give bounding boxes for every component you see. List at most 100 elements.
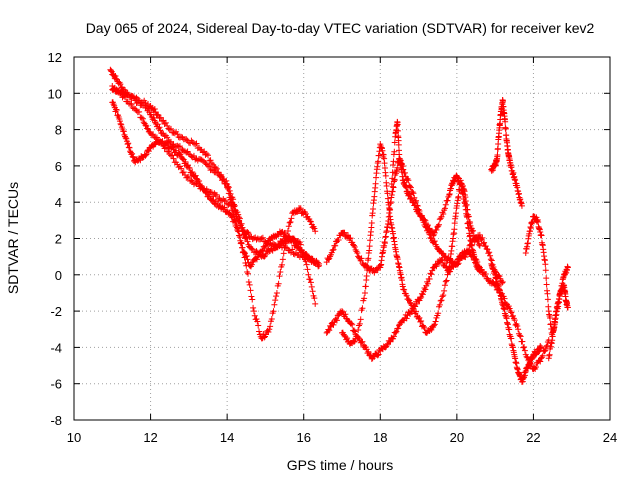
data-point [473,234,480,241]
data-point [281,244,288,251]
data-point [159,118,166,125]
data-point [335,237,342,244]
data-point [156,115,163,122]
data-point [431,238,438,245]
data-point [309,288,316,295]
y-tick-label: -8 [50,413,62,428]
data-point [390,158,397,165]
data-point [129,150,136,157]
data-point [273,293,280,300]
data-point [375,351,382,358]
data-point [437,215,444,222]
data-point [564,304,571,311]
data-point [303,261,310,268]
data-point [394,121,401,128]
data-point [215,169,222,176]
data-point [541,348,548,355]
data-point [543,275,550,282]
data-point [287,249,294,256]
data-point [229,199,236,206]
chart-title: Day 065 of 2024, Sidereal Day-to-day VTE… [86,20,595,36]
data-point [146,129,153,136]
data-point [238,240,245,247]
data-point [387,338,394,345]
data-point [426,275,433,282]
series-track-d [109,99,323,270]
data-point [180,169,187,176]
data-point [547,315,554,322]
data-point [326,327,333,334]
data-point [249,296,256,303]
data-point [166,126,173,133]
data-point [405,177,412,184]
data-point [499,279,506,286]
data-point [330,246,337,253]
data-point [163,139,170,146]
data-point [307,279,314,286]
data-point [120,93,127,100]
data-point [305,271,312,278]
data-point [170,155,177,162]
data-point [176,150,183,157]
data-point [330,321,337,328]
data-point [507,308,514,315]
data-point [382,172,389,179]
data-point [344,335,351,342]
data-point [359,338,366,345]
data-point [120,128,127,135]
x-tick-labels: 10 12 14 16 18 20 22 24 [67,430,617,445]
data-point [245,230,252,237]
data-point [175,143,182,150]
data-point [435,310,442,317]
data-point [151,105,158,112]
data-point [390,184,397,191]
data-point [241,231,248,238]
data-point [538,344,545,351]
data-point [290,238,297,245]
data-point [253,256,260,263]
data-point [108,68,115,75]
data-point [307,276,314,283]
data-point [257,236,264,243]
data-point [242,234,249,241]
data-point [277,269,284,276]
data-point [297,205,304,212]
x-tick-label: 18 [373,430,387,445]
data-point [395,141,402,148]
data-point [130,95,137,102]
series-track-g [339,141,483,347]
data-point [410,305,417,312]
data-point [449,243,456,250]
data-point [357,316,364,323]
data-point [391,139,398,146]
data-point [258,235,265,242]
data-point [421,324,428,331]
data-point [150,131,157,138]
data-point [171,130,178,137]
data-point [158,139,165,146]
data-point [366,243,373,250]
series-track-j [488,260,545,385]
data-point [355,327,362,334]
data-point [186,165,193,172]
data-point [516,332,523,339]
data-point [375,158,382,165]
x-tick-label: 24 [603,430,617,445]
data-point [251,312,258,319]
y-tick-label: 8 [55,123,62,138]
data-point [455,193,462,200]
data-point [241,249,248,256]
data-point [244,238,251,245]
data-point [247,287,254,294]
data-point [418,212,425,219]
data-marks [107,66,571,385]
data-point [422,286,429,293]
x-tick-label: 10 [67,430,81,445]
data-point [182,158,189,165]
data-point [221,204,228,211]
data-point [408,196,415,203]
data-point [179,156,186,163]
data-point [408,302,415,309]
data-point [266,326,273,333]
